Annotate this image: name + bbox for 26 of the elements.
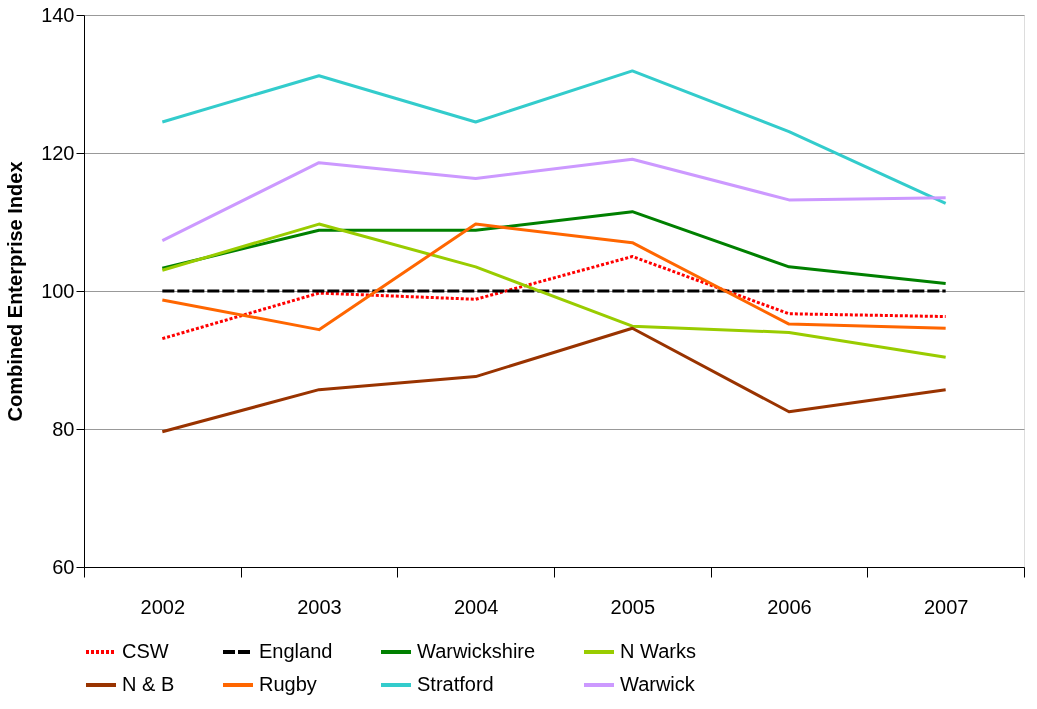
x-tick-label: 2004 [453, 595, 499, 618]
legend-label: Warwickshire [417, 640, 536, 662]
x-tick-label: 2002 [140, 595, 186, 618]
y-tick-label: 140 [41, 3, 75, 26]
x-tick-label: 2006 [767, 595, 812, 618]
line-series [160, 222, 948, 359]
legend-label: N Warks [620, 640, 696, 662]
y-tick-label: 100 [41, 279, 75, 302]
legend-label: England [259, 640, 333, 662]
legend-label: CSW [122, 640, 169, 662]
legend-label: Stratford [417, 673, 494, 695]
y-tick-label: 60 [52, 555, 75, 578]
line-series [160, 69, 948, 205]
line-series [160, 157, 948, 243]
legend-label: Warwick [620, 673, 696, 695]
line-series [160, 326, 948, 434]
legend-label: Rugby [259, 673, 317, 695]
y-tick-label: 120 [41, 141, 75, 164]
line-series [160, 222, 948, 332]
x-tick-label: 2007 [923, 595, 969, 618]
line-series [160, 255, 948, 341]
legend-label: N & B [122, 673, 175, 695]
y-axis-title: Combined Enterprise Index [4, 161, 27, 422]
x-tick-label: 2003 [297, 595, 342, 618]
y-tick-label: 80 [52, 417, 75, 440]
x-tick-label: 2005 [610, 595, 656, 618]
